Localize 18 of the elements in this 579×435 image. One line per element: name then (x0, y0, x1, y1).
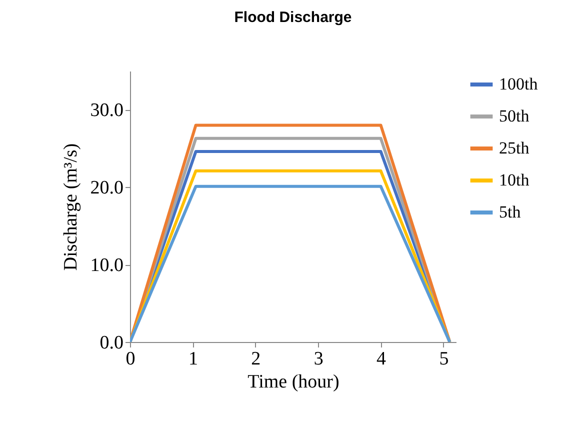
x-axis-title: Time (hour) (248, 372, 340, 392)
y-tick-label: 10.0 (90, 255, 124, 276)
legend-label: 100th (499, 74, 538, 94)
y-tick-label: 20.0 (90, 178, 124, 199)
x-tick-label: 2 (251, 348, 261, 370)
legend-label: 25th (499, 138, 530, 158)
legend-label: 5th (499, 202, 522, 222)
y-tick-label: 0.0 (100, 332, 124, 354)
y-axis-title: Discharge (m³/s) (60, 143, 82, 271)
chart-title: Flood Discharge (234, 9, 352, 26)
x-tick-label: 4 (376, 348, 387, 370)
x-tick-label: 5 (439, 348, 449, 370)
y-tick-label: 30.0 (90, 100, 124, 122)
x-tick-label: 0 (126, 348, 136, 370)
legend-label: 50th (499, 106, 530, 126)
x-tick-label: 3 (314, 348, 324, 370)
legend-label: 10th (499, 170, 530, 190)
x-tick-label: 1 (188, 348, 198, 370)
